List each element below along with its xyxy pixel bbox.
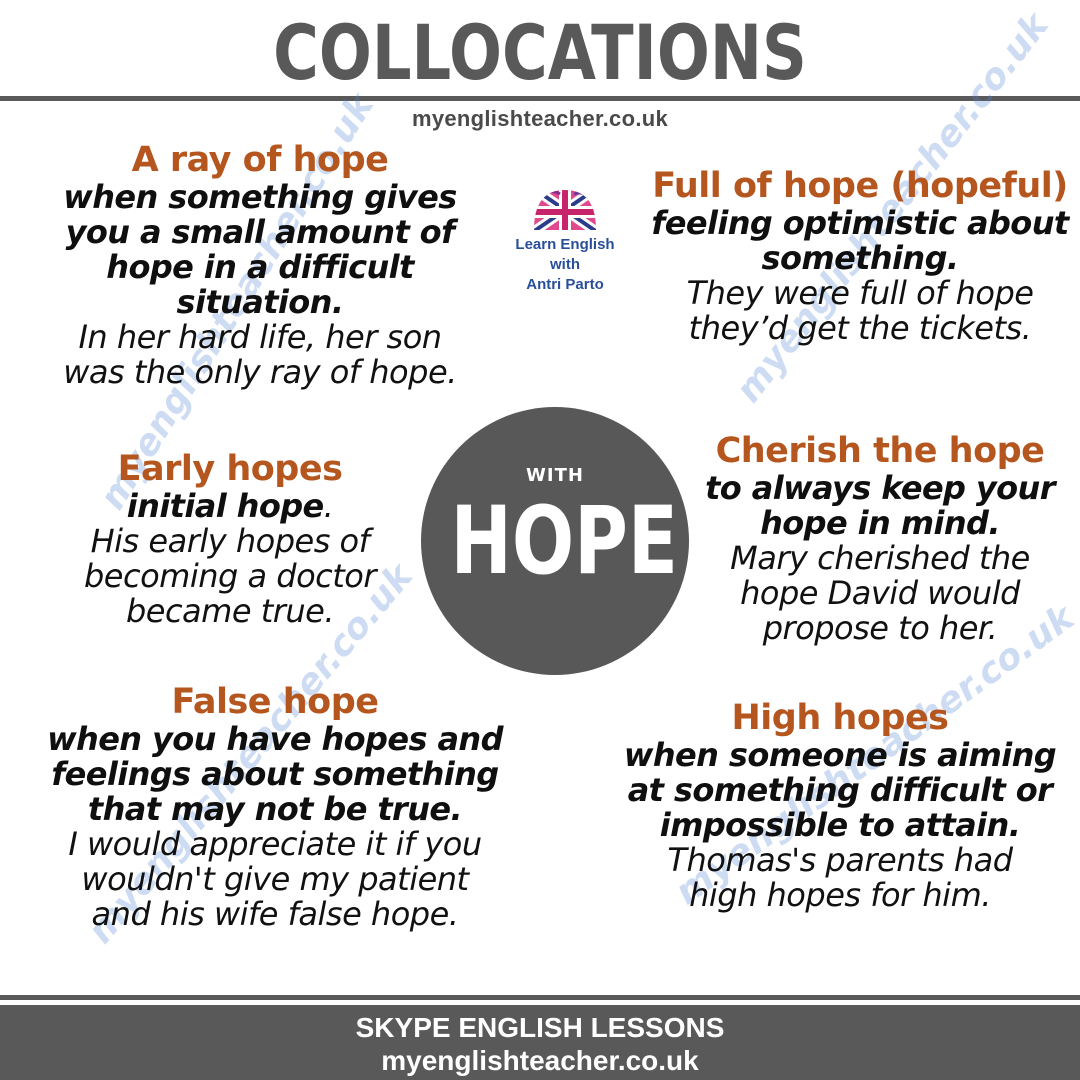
definition-line: impossible to attain. <box>659 806 1021 844</box>
example-line: In her hard life, her son <box>78 318 442 356</box>
definition-line: that may not be true. <box>87 790 463 828</box>
example-line: hope David would <box>740 574 1020 612</box>
example-line: His early hopes of <box>90 522 370 560</box>
example-line: wouldn't give my patient <box>81 860 469 898</box>
topic-circle: WITH HOPE <box>421 407 689 675</box>
example-line: they’d get the tickets. <box>688 309 1032 347</box>
collocation-early-hopes: Early hopes initial hope. His early hope… <box>40 449 420 629</box>
collocation-heading: A ray of hope <box>131 140 389 180</box>
collocation-false-hope: False hope when you have hopes and feeli… <box>25 682 525 932</box>
definition-line: hope in a difficult <box>106 248 414 286</box>
definition-line: when someone is aiming <box>623 736 1057 774</box>
example-line: high hopes for him. <box>689 876 991 914</box>
collocation-ray-of-hope: A ray of hope when something gives you a… <box>20 140 500 390</box>
example-line: and his wife false hope. <box>91 895 459 933</box>
definition-line: something. <box>761 239 960 277</box>
collocation-heading: Early hopes <box>117 449 343 489</box>
definition-line: when you have hopes and <box>47 720 503 758</box>
footer-website: myenglishteacher.co.uk <box>381 1045 699 1076</box>
definition-line: feelings about something <box>51 755 499 793</box>
logo-line-2: with <box>550 256 580 273</box>
logo-line-1: Learn English <box>515 236 615 253</box>
example-line: became true. <box>125 592 335 630</box>
collocation-heading: Cherish the hope <box>715 431 1045 471</box>
definition-line: hope in mind. <box>760 504 1000 542</box>
definition-line: feeling optimistic about <box>651 204 1069 242</box>
definition-line: to always keep your <box>705 469 1055 507</box>
topic-word: HOPE <box>450 487 678 596</box>
union-jack-globe-icon <box>534 190 596 230</box>
example-line: was the only ray of hope. <box>63 353 457 391</box>
example-line: They were full of hope <box>686 274 1034 312</box>
page-title: COLLOCATIONS <box>273 8 807 97</box>
example-line: Mary cherished the <box>730 539 1030 577</box>
brand-logo: Learn English with Antri Parto <box>500 186 630 306</box>
definition-line: initial hope <box>126 487 324 525</box>
collocation-heading: Full of hope (hopeful) <box>652 166 1068 206</box>
example-line: I would appreciate it if you <box>68 825 482 863</box>
definition-line: situation. <box>176 283 344 321</box>
definition-period: . <box>323 487 334 525</box>
collocation-heading: High hopes <box>731 698 949 738</box>
example-line: becoming a doctor <box>83 557 377 595</box>
header-website: myenglishteacher.co.uk <box>411 106 669 131</box>
example-line: propose to her. <box>762 609 998 647</box>
definition-line: when something gives <box>63 178 457 216</box>
definition-line: you a small amount of <box>65 213 455 251</box>
logo-line-3: Antri Parto <box>526 276 604 293</box>
top-divider <box>0 96 1080 101</box>
footer-title: SKYPE ENGLISH LESSONS <box>355 1012 725 1043</box>
definition-line: at something difficult or <box>627 771 1053 809</box>
collocation-heading: False hope <box>171 682 379 722</box>
bottom-divider <box>0 995 1080 1000</box>
footer-banner: SKYPE ENGLISH LESSONS myenglishteacher.c… <box>0 1005 1080 1080</box>
topic-prefix: WITH <box>526 465 584 486</box>
collocation-full-of-hope: Full of hope (hopeful) feeling optimisti… <box>640 166 1080 346</box>
collocation-high-hopes: High hopes when someone is aiming at som… <box>610 698 1070 913</box>
collocation-cherish-the-hope: Cherish the hope to always keep your hop… <box>690 431 1070 646</box>
example-line: Thomas's parents had <box>667 841 1013 879</box>
